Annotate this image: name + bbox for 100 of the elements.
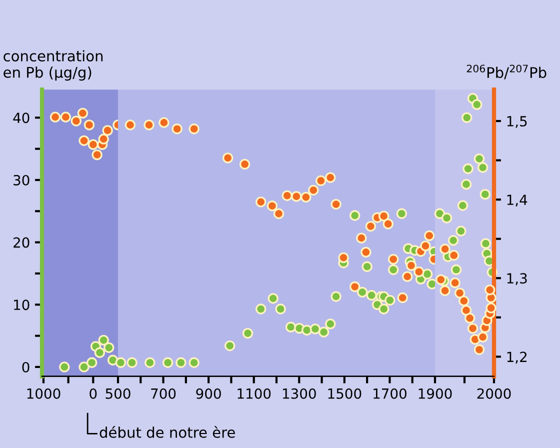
point	[188, 124, 200, 134]
point	[300, 192, 312, 203]
point	[467, 323, 478, 334]
point	[436, 274, 446, 286]
point	[98, 334, 109, 346]
point	[273, 208, 284, 220]
point	[350, 210, 360, 221]
point	[330, 198, 342, 210]
point	[477, 162, 488, 173]
y-tick-label: 20	[14, 237, 30, 248]
point	[60, 112, 72, 122]
y2-axis-title: $^{206}$Pb/$^{207}$Pb	[466, 64, 546, 80]
point	[464, 312, 476, 324]
point	[242, 328, 254, 339]
point	[188, 357, 200, 368]
y2-tick-label: 1,2	[507, 352, 527, 364]
point	[450, 278, 460, 288]
point	[457, 200, 468, 211]
y-tick-label: 0	[22, 362, 30, 372]
point	[396, 208, 408, 219]
point	[441, 212, 452, 224]
point	[59, 362, 70, 372]
point	[144, 120, 154, 130]
point	[266, 200, 278, 212]
x-tick-label: 500	[106, 388, 130, 399]
point	[84, 120, 95, 130]
text: début de notre ère	[100, 426, 235, 438]
point	[450, 264, 462, 276]
y2-tick-label: 1,5	[507, 116, 527, 128]
point	[92, 149, 102, 160]
point	[325, 172, 336, 183]
point	[397, 292, 408, 304]
point	[302, 324, 312, 336]
point	[402, 271, 413, 282]
point	[356, 286, 368, 298]
point	[158, 117, 170, 128]
point	[98, 134, 109, 144]
point	[310, 324, 321, 334]
y-axis-title: concentration en Pb (µg/g)	[4, 50, 103, 81]
point	[462, 163, 474, 174]
point	[382, 218, 394, 230]
point	[144, 357, 156, 368]
point	[474, 344, 485, 355]
point	[222, 152, 234, 164]
point	[440, 285, 450, 296]
point	[384, 294, 396, 306]
point	[378, 210, 390, 222]
point	[424, 230, 435, 242]
point	[102, 125, 113, 136]
point	[486, 302, 496, 314]
point	[440, 244, 450, 254]
point	[285, 322, 296, 332]
x-tick-label: 1300	[282, 388, 316, 399]
point	[388, 264, 399, 276]
point	[365, 220, 376, 232]
point	[115, 357, 126, 368]
point	[472, 99, 482, 110]
point	[176, 357, 186, 368]
x-tick-label: 1000	[27, 388, 60, 399]
point	[484, 284, 496, 296]
point	[86, 357, 98, 368]
point	[422, 268, 433, 280]
point	[256, 304, 266, 314]
x-tick-label: 0	[90, 388, 97, 399]
point	[318, 326, 330, 338]
point	[77, 108, 88, 118]
point	[239, 158, 250, 170]
x-tick-label: 1900	[418, 388, 452, 399]
point	[308, 184, 319, 196]
point	[448, 235, 459, 246]
point	[104, 342, 114, 353]
point	[268, 293, 278, 304]
point	[291, 191, 302, 202]
point	[360, 246, 372, 258]
point	[124, 120, 136, 130]
point	[434, 208, 446, 219]
point	[256, 196, 266, 208]
point	[78, 135, 90, 146]
point	[362, 261, 372, 272]
point	[480, 188, 490, 200]
x-tick-label: 1100	[238, 388, 271, 399]
point	[350, 281, 360, 292]
point	[458, 296, 470, 306]
x-tick-label: 1700	[374, 388, 406, 399]
point	[462, 112, 472, 123]
x-tick-label: 700	[151, 388, 176, 399]
point	[480, 238, 492, 249]
point	[420, 240, 431, 252]
point	[474, 153, 485, 164]
point	[94, 347, 106, 358]
point	[366, 290, 377, 301]
point	[414, 266, 424, 278]
point	[316, 175, 326, 186]
point	[388, 254, 399, 265]
point	[172, 124, 182, 134]
point	[356, 232, 367, 244]
point	[78, 362, 90, 372]
point	[456, 226, 466, 236]
x-tick-label: 2000	[477, 388, 511, 399]
point	[162, 357, 174, 368]
